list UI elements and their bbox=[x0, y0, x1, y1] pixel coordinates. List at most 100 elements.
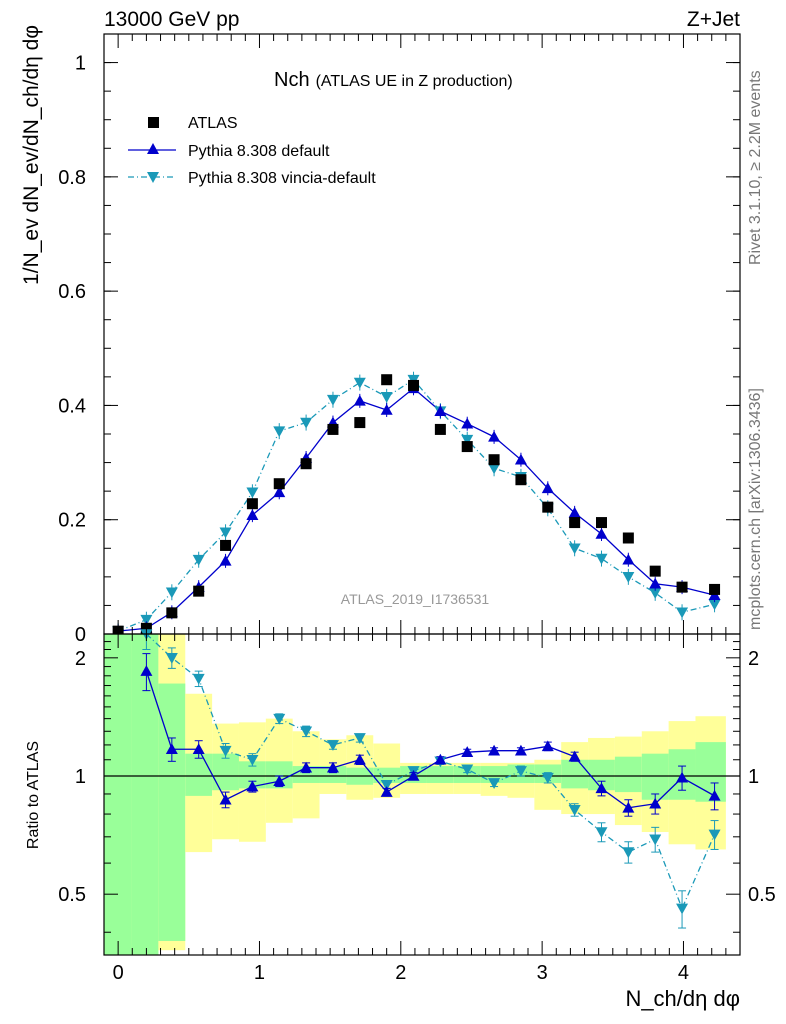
vincia-point bbox=[192, 554, 205, 566]
uncertainty-band-outer bbox=[346, 735, 374, 800]
vincia-ratio-point bbox=[461, 764, 474, 776]
uncertainty-band-inner bbox=[131, 634, 159, 955]
uncertainty-band-inner bbox=[614, 756, 642, 793]
x-axis-label: N_ch/dη dφ bbox=[625, 986, 740, 1011]
upper-y-axis-label: 1/N_ev dN_ev/dN_ch/dη dφ bbox=[20, 25, 43, 285]
legend: ATLAS Pythia 8.308 default Pythia 8.308 … bbox=[128, 115, 376, 187]
default-point bbox=[434, 405, 447, 416]
atlas-point bbox=[676, 581, 688, 593]
uncertainty-band-inner bbox=[561, 759, 589, 789]
default-point bbox=[461, 417, 474, 429]
atlas-point bbox=[354, 417, 366, 429]
vincia-ratio-point bbox=[568, 805, 581, 816]
default-point bbox=[380, 404, 393, 415]
legend-marker-atlas bbox=[148, 117, 159, 128]
vincia-point bbox=[488, 463, 501, 475]
default-ratio-point bbox=[353, 753, 366, 765]
atlas-point bbox=[408, 379, 420, 391]
default-ratio-point bbox=[165, 743, 178, 755]
rivet-label: Rivet 3.1.10, ≥ 2.2M events bbox=[747, 70, 764, 265]
ratio-frame bbox=[103, 633, 741, 956]
vincia-point bbox=[380, 392, 393, 403]
vincia-point bbox=[708, 599, 721, 611]
default-point bbox=[568, 506, 581, 518]
default-ratio-point bbox=[514, 744, 527, 756]
default-point bbox=[488, 430, 501, 442]
atlas-point bbox=[488, 454, 500, 466]
vincia-point bbox=[246, 487, 259, 499]
vincia-ratio-point bbox=[622, 847, 635, 859]
uncertainty-band-inner bbox=[158, 683, 186, 941]
vincia-ratio-point bbox=[326, 740, 339, 751]
default-point bbox=[246, 509, 259, 520]
vincia-ratio-point bbox=[595, 827, 608, 839]
default-ratio-point bbox=[192, 743, 205, 755]
vincia-point bbox=[219, 527, 232, 539]
atlas-point bbox=[434, 423, 446, 435]
uncertainty-band-inner bbox=[695, 742, 726, 802]
x-tick-label: 2 bbox=[395, 962, 406, 984]
upper-panel bbox=[112, 371, 721, 640]
vincia-point bbox=[273, 426, 286, 438]
legend-label-vincia: Pythia 8.308 vincia-default bbox=[188, 170, 376, 187]
default-ratio-point bbox=[568, 750, 581, 762]
default-point bbox=[514, 453, 527, 465]
ratio-y-tick-label-right: 2 bbox=[748, 648, 759, 670]
default-ratio-point bbox=[649, 797, 662, 809]
vincia-point bbox=[461, 434, 474, 446]
vincia-point bbox=[300, 417, 313, 429]
header-right: Z+Jet bbox=[687, 8, 740, 31]
atlas-point bbox=[273, 478, 285, 490]
ratio-y-tick-label-right: 0.5 bbox=[748, 884, 776, 906]
vincia-point bbox=[622, 572, 635, 583]
atlas-point bbox=[193, 585, 205, 597]
atlas-point bbox=[300, 458, 312, 470]
ratio-panel bbox=[104, 629, 740, 955]
ratio-y-tick-label: 1 bbox=[75, 766, 86, 788]
vincia-point bbox=[595, 553, 608, 565]
atlas-point bbox=[709, 583, 721, 595]
x-tick-label: 0 bbox=[113, 962, 124, 984]
uncertainty-band-inner bbox=[373, 767, 401, 783]
upper-y-tick-label: 0.4 bbox=[58, 395, 86, 417]
atlas-point bbox=[461, 441, 473, 453]
chart-title: Nch (ATLAS UE in Z production) bbox=[274, 69, 513, 91]
vincia-point bbox=[353, 377, 366, 389]
atlas-point bbox=[246, 498, 258, 510]
default-ratio-point bbox=[461, 746, 474, 757]
atlas-point bbox=[542, 501, 554, 513]
default-ratio-point bbox=[140, 665, 153, 676]
legend-label-default: Pythia 8.308 default bbox=[188, 143, 330, 160]
vincia-ratio-point bbox=[708, 829, 721, 841]
vincia-point bbox=[676, 607, 689, 619]
ratio-y-tick-label-right: 1 bbox=[748, 766, 759, 788]
default-point bbox=[649, 577, 662, 589]
upper-y-tick-label: 0.8 bbox=[58, 167, 86, 189]
vincia-ratio-point bbox=[514, 766, 527, 777]
default-point bbox=[595, 528, 608, 539]
vincia-point bbox=[165, 587, 178, 599]
upper-y-tick-label: 0 bbox=[75, 624, 86, 646]
default-ratio-point bbox=[407, 770, 420, 781]
vincia-ratio-line bbox=[145, 633, 716, 911]
analysis-watermark: ATLAS_2019_I1736531 bbox=[341, 591, 490, 607]
default-ratio-line bbox=[145, 670, 715, 809]
uncertainty-band-inner bbox=[104, 634, 132, 955]
vincia-ratio-point bbox=[488, 778, 501, 789]
default-ratio-point bbox=[246, 780, 259, 792]
default-ratio-point bbox=[541, 740, 554, 752]
vincia-ratio-point bbox=[219, 745, 232, 757]
x-tick-label: 4 bbox=[678, 962, 689, 984]
x-tick-label: 3 bbox=[537, 962, 548, 984]
uncertainty-band-inner bbox=[212, 753, 239, 791]
vincia-ratio-point bbox=[192, 673, 205, 685]
uncertainty-band-inner bbox=[185, 753, 213, 796]
atlas-point bbox=[515, 474, 527, 486]
default-ratio-point bbox=[380, 786, 393, 797]
uncertainty-band-inner bbox=[319, 766, 347, 783]
legend-marker-vincia bbox=[147, 172, 159, 183]
upper-y-tick-label: 0.6 bbox=[58, 281, 86, 303]
ratio-y-tick-label: 2 bbox=[75, 648, 86, 670]
ratio-y-axis-label: Ratio to ATLAS bbox=[25, 741, 42, 849]
default-point bbox=[541, 482, 554, 494]
